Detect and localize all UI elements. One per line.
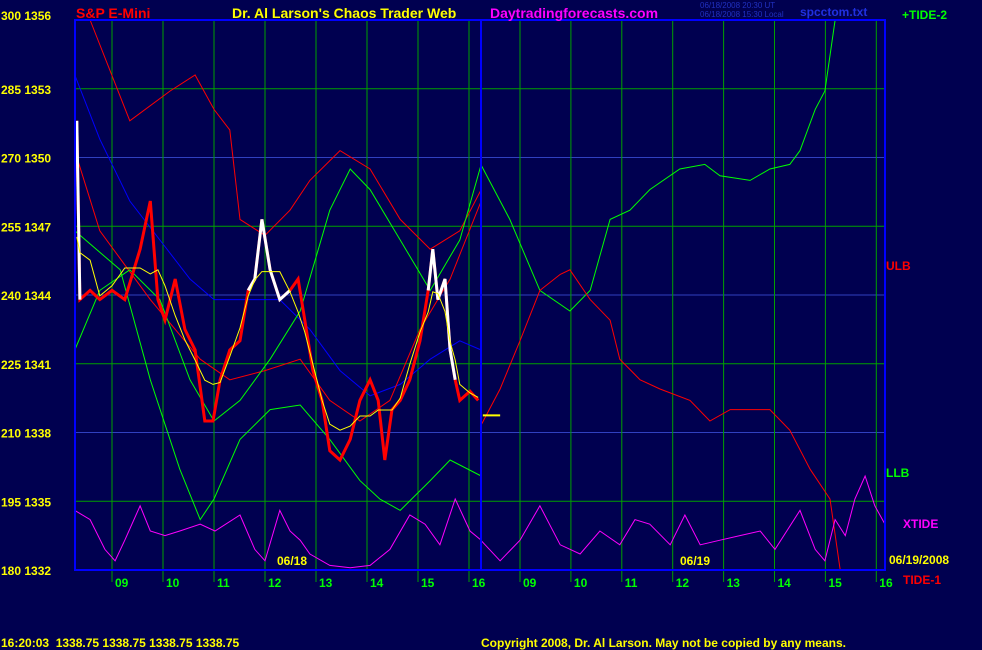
y-tick-label: 210 1338 [1,427,51,441]
x-tick-label: 14 [370,576,384,590]
y-tick-label: 195 1335 [1,495,51,509]
x-tick-label: 09 [115,576,129,590]
plot-frame [74,19,886,571]
llb-label: LLB [886,466,910,480]
tide2-label: +TIDE-2 [902,8,947,22]
quote-readout: 16:20:03 1338.75 1338.75 1338.75 1338.75 [1,636,240,650]
x-tick-label: 16 [879,576,893,590]
x-tick-label: 16 [472,576,486,590]
timestamp-local: 06/18/2008 15:30 Local [700,10,784,19]
x-tick-label: 13 [727,576,741,590]
x-tick-label: 10 [166,576,180,590]
x-tick-label: 14 [778,576,792,590]
y-tick-label: 180 1332 [1,564,51,578]
end-date-label: 06/19/2008 [889,553,949,567]
x-tick-label: 15 [421,576,435,590]
price-highlight [246,219,292,303]
x-tick-label: 13 [319,576,333,590]
price-highlight [426,249,457,381]
day1-date-label: 06/18 [277,554,307,568]
xtide-line [480,474,886,562]
x-tick-label: 10 [574,576,588,590]
y-tick-label: 300 1356 [1,9,51,23]
ulb-line [89,19,482,250]
chart-title: Dr. Al Larson's Chaos Trader Web [232,5,456,21]
smoothed-price-line [76,236,479,431]
x-tick-label: 09 [523,576,537,590]
x-tick-label: 12 [676,576,690,590]
y-tick-label: 270 1350 [1,152,51,166]
xtide-line [74,497,482,569]
series-layer [74,19,886,571]
xtide-label: XTIDE [903,517,938,531]
green_upper-line [480,19,885,312]
labels-layer: 300 1356 285 1353 270 1350 255 1347 240 1344… [1,9,893,590]
day2-date-label: 06/19 [680,554,710,568]
instrument-label: S&P E-Mini [76,5,150,21]
tide1-label: TIDE-1 [903,573,941,587]
site-link[interactable]: Daytradingforecasts.com [490,5,658,21]
lower_red-line [74,150,482,422]
price-highlight [75,120,82,300]
green_upper-line [74,164,482,422]
grid [75,20,885,582]
copyright: Copyright 2008, Dr. Al Larson. May not b… [481,636,846,650]
x-tick-label: 15 [828,576,842,590]
blue_curve-line [74,74,482,397]
llb-line [74,230,482,521]
data-file-label: spcctom.txt [800,5,867,19]
y-tick-label: 225 1341 [1,358,51,372]
x-tick-label: 12 [268,576,282,590]
x-tick-label: 11 [625,576,638,590]
ulb-label: ULB [886,259,911,273]
y-tick-label: 240 1344 [1,289,51,303]
timestamp-ut: 06/18/2008 20:30 UT [700,1,775,10]
x-tick-label: 11 [217,576,230,590]
y-tick-label: 285 1353 [1,83,51,97]
tide1-line [480,269,885,571]
y-tick-label: 255 1347 [1,220,51,234]
